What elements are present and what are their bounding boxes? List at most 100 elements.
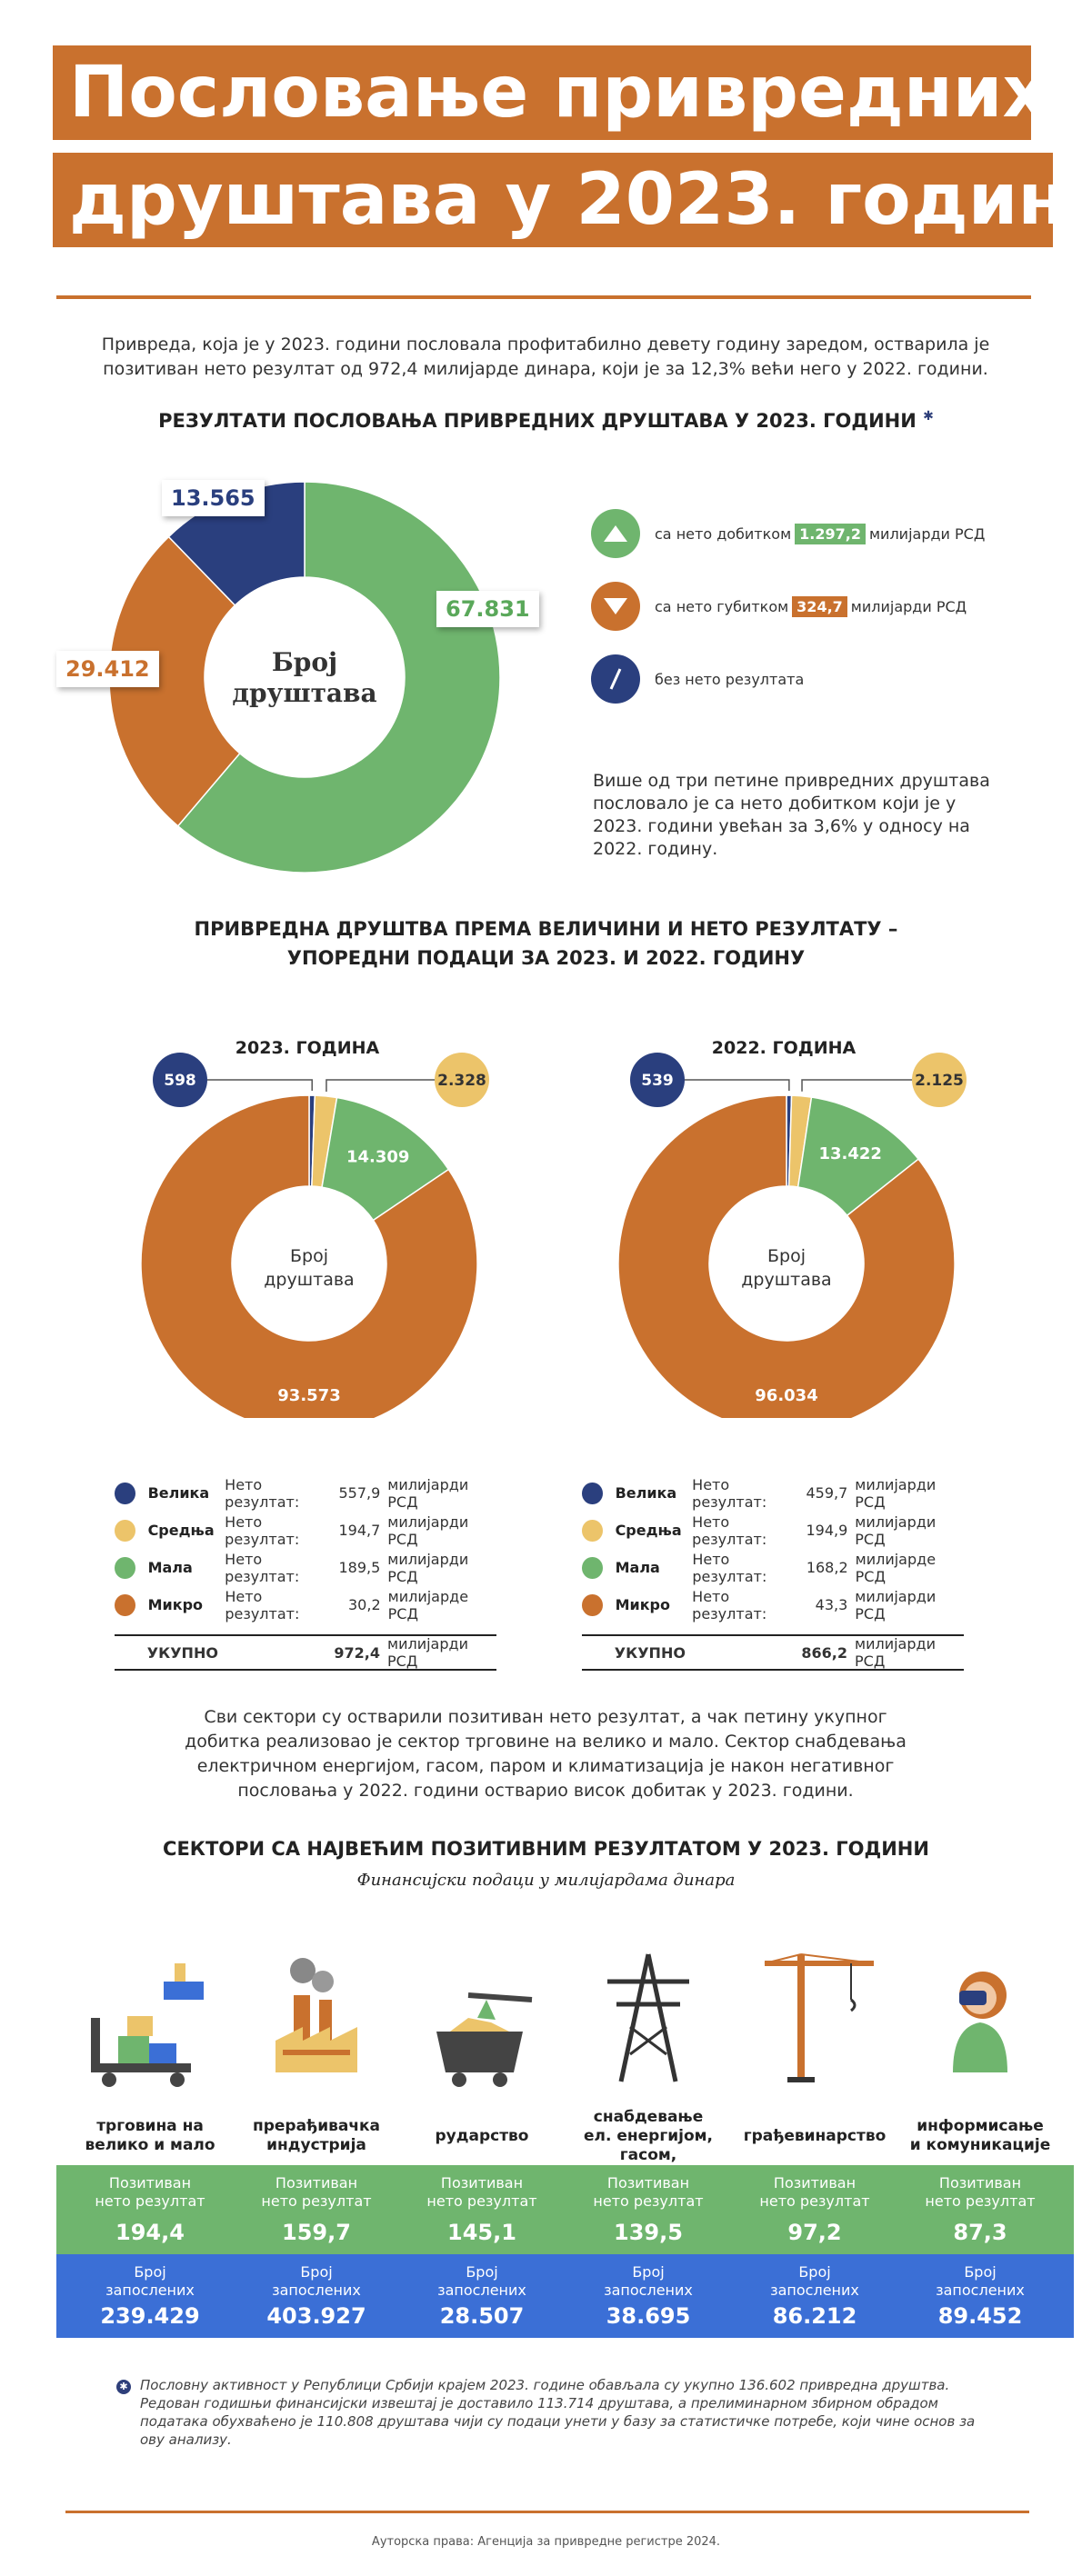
unit: милијарде РСД (387, 1587, 469, 1622)
net-result-value: 189,5 (338, 1559, 381, 1576)
net-result-box: Позитиван нето резултат 145,1 (388, 2165, 576, 2254)
donut-slice-3 (140, 1094, 478, 1418)
year-label-2022: 2022. ГОДИНА (711, 1038, 857, 1058)
total-unit: милијарди РСД (855, 1635, 936, 1670)
slice-label-2: 13.422 (818, 1144, 881, 1163)
slice-label-1: 2.125 (915, 1072, 964, 1090)
slash-icon (591, 654, 640, 704)
legend-dot (582, 1556, 603, 1579)
table-row: Мала Нето резултат: 189,5 милијарди РСД (115, 1549, 496, 1586)
sector-name: информисање и комуникације (909, 2117, 1051, 2154)
size-category: Мала (615, 1559, 660, 1576)
net-result-label: Нето резултат: (225, 1550, 300, 1585)
net-result-label: Нето резултат: (225, 1513, 300, 1548)
table-2023: Велика Нето резултат: 557,9 милијарди РС… (115, 1474, 496, 1671)
crane-icon (737, 1945, 892, 2091)
size-category: Велика (147, 1484, 210, 1502)
legend-profit: са нето добитком 1.297,2 милијарди РСД (591, 509, 985, 558)
leader-line-0 (205, 1079, 313, 1092)
total-value: 866,2 (801, 1643, 848, 1662)
sector-name: прерађивачка индустрија (252, 2117, 381, 2154)
net-result-label: Нето резултат: (225, 1587, 300, 1622)
leader-line-0 (683, 1079, 790, 1092)
bubble-0 (630, 1053, 685, 1107)
net-result-value: 557,9 (338, 1484, 381, 1502)
slice-label-0: 539 (641, 1072, 674, 1090)
footnote: Пословну активност у Републици Србији кр… (140, 2377, 976, 2448)
table-row: Средња Нето резултат: 194,9 милијарди РС… (582, 1512, 964, 1549)
total-value: 972,4 (334, 1643, 381, 1662)
legend-dot (115, 1519, 135, 1542)
net-result-label: Нето резултат: (692, 1587, 767, 1622)
bubble-0 (153, 1053, 207, 1107)
legend-dot (115, 1593, 135, 1616)
svg-text:друштава: друштава (741, 1270, 831, 1290)
section1-note: Више од три петине привредних друштава п… (593, 771, 990, 859)
slice-label-3: 93.573 (277, 1386, 340, 1405)
size-category: Микро (147, 1596, 204, 1613)
callout-profit: 67.831 (436, 591, 539, 627)
donut1-center-label-1: Број (272, 647, 337, 677)
table-row: Микро Нето резултат: 30,2 милијарде РСД (115, 1586, 496, 1623)
down-arrow-icon (591, 582, 640, 631)
section1-heading: РЕЗУЛТАТИ ПОСЛОВАЊА ПРИВРЕДНИХ ДРУШТАВА … (158, 409, 934, 432)
net-result-label: Нето резултат: (225, 1475, 300, 1511)
net-result-label: Нето резултат: (692, 1513, 767, 1548)
employees-box: Број запослених 89.452 (887, 2254, 1074, 2338)
power-pylon-icon (571, 1945, 726, 2091)
total-row: УКУПНО 866,2 милијарди РСД (582, 1634, 964, 1671)
phone-user-icon (903, 1945, 1057, 2091)
unit: милијарди РСД (855, 1475, 937, 1511)
employees-box: Број запослених 403.927 (223, 2254, 410, 2338)
net-result-box: Позитиван нето резултат 87,3 (887, 2165, 1074, 2254)
employees-box: Број запослених 38.695 (555, 2254, 742, 2338)
net-result-box: Позитиван нето резултат 194,4 (56, 2165, 244, 2254)
size-category: Средња (147, 1522, 215, 1539)
callout-none: 13.565 (162, 480, 265, 516)
legend-dot (582, 1482, 603, 1504)
unit: милијарди РСД (855, 1513, 937, 1548)
donut-slice-2 (321, 1096, 450, 1222)
unit: милијарде РСД (855, 1550, 937, 1585)
legend-dot (582, 1519, 603, 1542)
footnote-marker-icon: ✱ (116, 2380, 131, 2394)
up-arrow-icon (591, 509, 640, 558)
donut-slice-0 (176, 481, 501, 874)
year-label-2023: 2023. ГОДИНА (235, 1038, 380, 1058)
slice-label-0: 598 (164, 1072, 196, 1090)
total-unit: милијарди РСД (387, 1635, 468, 1670)
donut-chart-2023: 598 2.328 14.309 93.573 Број друштава (140, 1053, 489, 1418)
donut1-center-label-2: друштава (232, 678, 376, 708)
sector-name: грађевинарство (743, 2126, 887, 2145)
net-result-value: 194,9 (806, 1522, 848, 1539)
donut-slice-3 (617, 1094, 956, 1418)
total-label: УКУПНО (614, 1643, 686, 1662)
factory-icon (239, 1945, 394, 2091)
net-result-label: Нето резултат: (692, 1475, 767, 1511)
footnote-marker-icon: ✱ (923, 409, 934, 424)
donut-chart-2022: 539 2.125 13.422 96.034 Број друштава (617, 1053, 967, 1418)
svg-text:Број: Број (290, 1246, 328, 1266)
leader-line-1 (801, 1079, 914, 1092)
slice-label-3: 96.034 (755, 1386, 817, 1405)
table-row: Средња Нето резултат: 194,7 милијарди РС… (115, 1512, 496, 1549)
total-label: УКУПНО (146, 1643, 218, 1662)
title-rule (56, 295, 1031, 299)
section2-note: Сви сектори су остварили позитиван нето … (185, 1707, 907, 1801)
net-result-value: 168,2 (806, 1559, 848, 1576)
slice-label-1: 2.328 (437, 1072, 486, 1090)
size-category: Микро (615, 1596, 670, 1613)
leader-line-1 (326, 1079, 436, 1092)
bubble-1 (435, 1053, 489, 1107)
unit: милијарди РСД (387, 1475, 469, 1511)
net-result-value: 43,3 (815, 1596, 848, 1613)
table-row: Мала Нето резултат: 168,2 милијарде РСД (582, 1549, 964, 1586)
total-row: УКУПНО 972,4 милијарди РСД (115, 1634, 496, 1671)
net-result-box: Позитиван нето резултат 159,7 (223, 2165, 410, 2254)
net-result-value: 194,7 (338, 1522, 381, 1539)
copyright: Ауторска права: Агенција за привредне ре… (371, 2535, 721, 2549)
title-line-1: Пословање привредних (53, 45, 1048, 140)
sector-name: рударство (435, 2126, 529, 2145)
legend-dot (115, 1556, 135, 1579)
legend-none: без нето резултата (591, 654, 804, 704)
